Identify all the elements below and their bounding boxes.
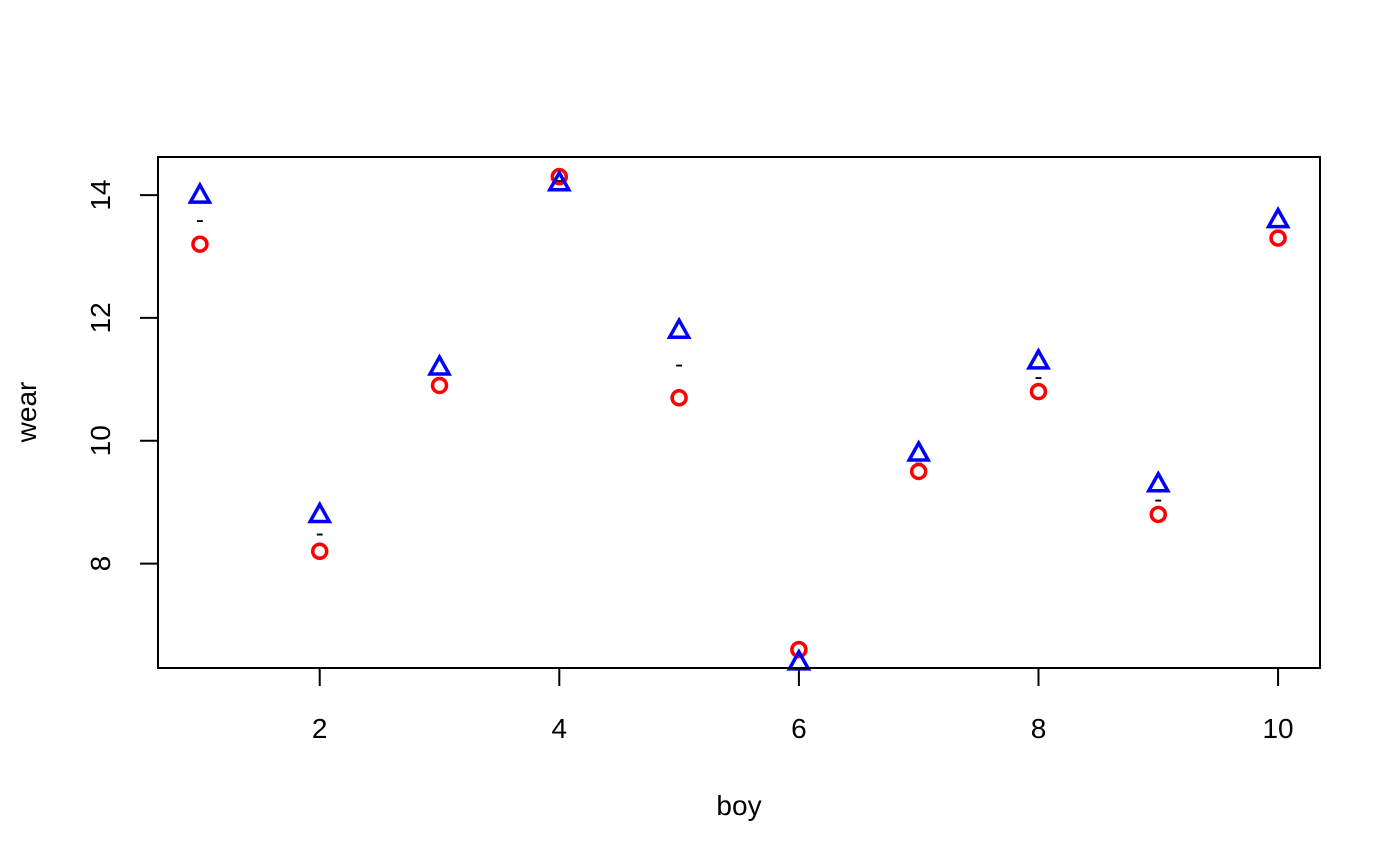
y-tick-label: 8	[85, 556, 116, 572]
x-tick-label: 2	[312, 713, 328, 744]
circle-point	[310, 542, 329, 561]
y-axis-label: wear	[11, 382, 42, 444]
circle-point	[191, 235, 209, 253]
plot-frame	[157, 156, 1321, 669]
circle-point	[1029, 382, 1048, 401]
mean-marker: -	[316, 520, 324, 547]
circle-point	[790, 640, 808, 659]
circle-point	[670, 389, 688, 407]
triangle-point	[1026, 347, 1051, 370]
mean-marker: -	[1154, 486, 1162, 513]
x-tick-label: 4	[552, 713, 568, 744]
y-tick-label: 12	[85, 302, 116, 333]
y-tick-label: 14	[85, 180, 116, 211]
circle-point	[430, 376, 449, 395]
x-tick-label: 8	[1031, 713, 1047, 744]
triangle-point	[1145, 470, 1171, 493]
circle-point	[1269, 229, 1287, 247]
triangle-point	[427, 353, 452, 376]
triangle-point	[307, 500, 333, 524]
data-points	[187, 167, 1291, 671]
y-tick-label: 10	[85, 425, 116, 456]
x-tick-label: 10	[1262, 713, 1293, 744]
triangle-point	[187, 181, 213, 204]
x-tick-label: 6	[791, 713, 807, 744]
triangle-point	[906, 439, 932, 462]
circle-point	[1149, 505, 1168, 524]
triangle-point	[1265, 206, 1291, 229]
triangle-point	[546, 169, 572, 192]
x-axis-label: boy	[716, 790, 761, 821]
mean-marker: -	[675, 351, 683, 378]
mean-marker: -	[555, 167, 563, 194]
triangle-point	[666, 316, 692, 339]
mean-marker: -	[1034, 363, 1042, 390]
mean-marker: -	[196, 207, 204, 234]
circle-point	[909, 462, 928, 481]
